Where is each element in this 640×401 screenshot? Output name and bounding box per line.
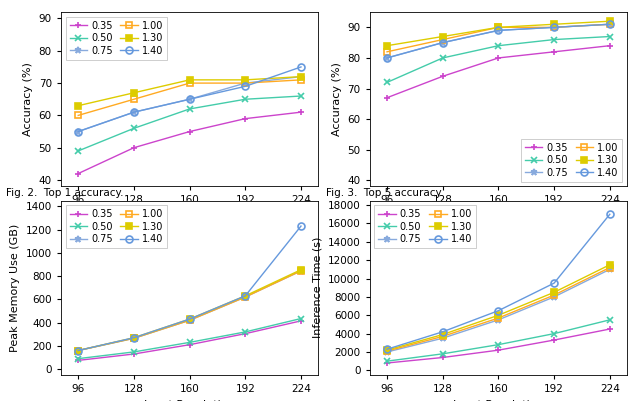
- Y-axis label: Accuracy (%): Accuracy (%): [23, 62, 33, 136]
- Legend: 0.35, 0.50, 0.75, 1.00, 1.30, 1.40: 0.35, 0.50, 0.75, 1.00, 1.30, 1.40: [66, 17, 167, 59]
- Y-axis label: Accuracy (%): Accuracy (%): [332, 62, 342, 136]
- X-axis label: Input Resolution: Input Resolution: [453, 399, 544, 401]
- Y-axis label: Inference Time (s): Inference Time (s): [312, 237, 323, 338]
- Text: Fig. 3.  Top 5 accuracy.: Fig. 3. Top 5 accuracy.: [326, 188, 444, 198]
- X-axis label: Input Resolution: Input Resolution: [453, 211, 544, 221]
- Y-axis label: Peak Memory Use (GB): Peak Memory Use (GB): [10, 224, 20, 352]
- Legend: 0.35, 0.50, 0.75, 1.00, 1.30, 1.40: 0.35, 0.50, 0.75, 1.00, 1.30, 1.40: [521, 139, 622, 182]
- X-axis label: Input Resolution: Input Resolution: [144, 399, 235, 401]
- Legend: 0.35, 0.50, 0.75, 1.00, 1.30, 1.40: 0.35, 0.50, 0.75, 1.00, 1.30, 1.40: [374, 205, 476, 248]
- Legend: 0.35, 0.50, 0.75, 1.00, 1.30, 1.40: 0.35, 0.50, 0.75, 1.00, 1.30, 1.40: [66, 205, 167, 248]
- Text: Fig. 2.  Top 1 accuracy.: Fig. 2. Top 1 accuracy.: [6, 188, 124, 198]
- X-axis label: Input Resolution: Input Resolution: [144, 211, 235, 221]
